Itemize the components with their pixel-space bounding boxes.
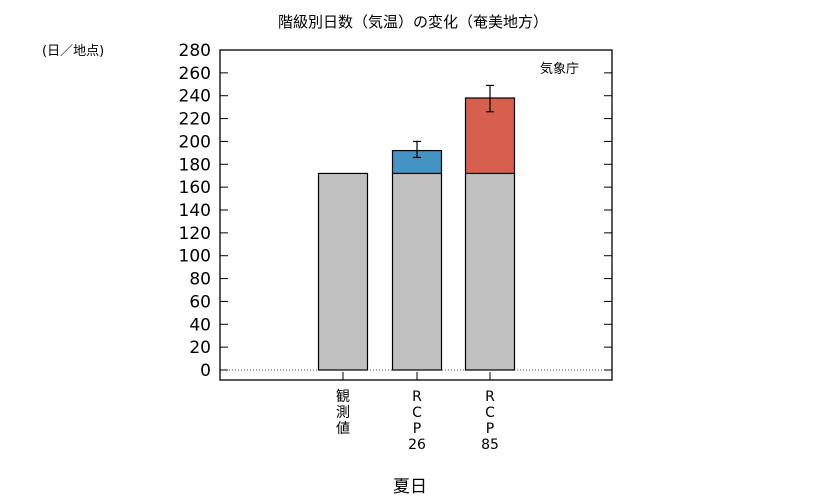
- x-category-label: C: [485, 405, 495, 421]
- x-category-label: P: [486, 421, 494, 437]
- x-axis-label: 夏日: [393, 477, 427, 497]
- bar-base-segment: [464, 172, 516, 371]
- y-tick-label: 80: [189, 270, 211, 290]
- x-category-label: P: [413, 421, 421, 437]
- y-tick-label: 100: [179, 247, 211, 267]
- y-tick-label: 0: [200, 361, 211, 381]
- y-tick-label: 280: [179, 41, 211, 61]
- y-tick-label: 20: [189, 338, 211, 358]
- bars: [317, 97, 516, 371]
- x-category-label: R: [485, 389, 495, 405]
- y-tick-label: 120: [179, 224, 211, 244]
- y-tick-label: 160: [179, 178, 211, 198]
- y-tick-label: 60: [189, 292, 211, 312]
- x-category-label: 26: [408, 437, 426, 453]
- y-tick-label: 140: [179, 201, 211, 221]
- x-category-label: 観: [336, 388, 350, 405]
- y-tick-label: 40: [189, 315, 211, 335]
- y-tick-label: 260: [179, 64, 211, 84]
- y-tick-label: 220: [179, 110, 211, 130]
- x-category-label: R: [412, 389, 422, 405]
- x-category-label: 測: [336, 405, 350, 421]
- plot-frame: [219, 49, 613, 381]
- bar-base-segment: [317, 172, 369, 371]
- y-tick-label: 180: [179, 155, 211, 175]
- bar-base-segment: [391, 172, 443, 371]
- y-tick-label: 200: [179, 132, 211, 152]
- chart-title: 階級別日数（気温）の変化（奄美地方）: [278, 13, 548, 31]
- credit-label: 気象庁: [540, 61, 579, 77]
- y-axis-unit-label: (日／地点): [42, 44, 104, 59]
- y-tick-label: 240: [179, 87, 211, 107]
- x-category-label: C: [412, 405, 422, 421]
- error-bars: [413, 84, 494, 159]
- x-category-label: 85: [481, 437, 499, 453]
- x-category-label: 値: [336, 421, 350, 437]
